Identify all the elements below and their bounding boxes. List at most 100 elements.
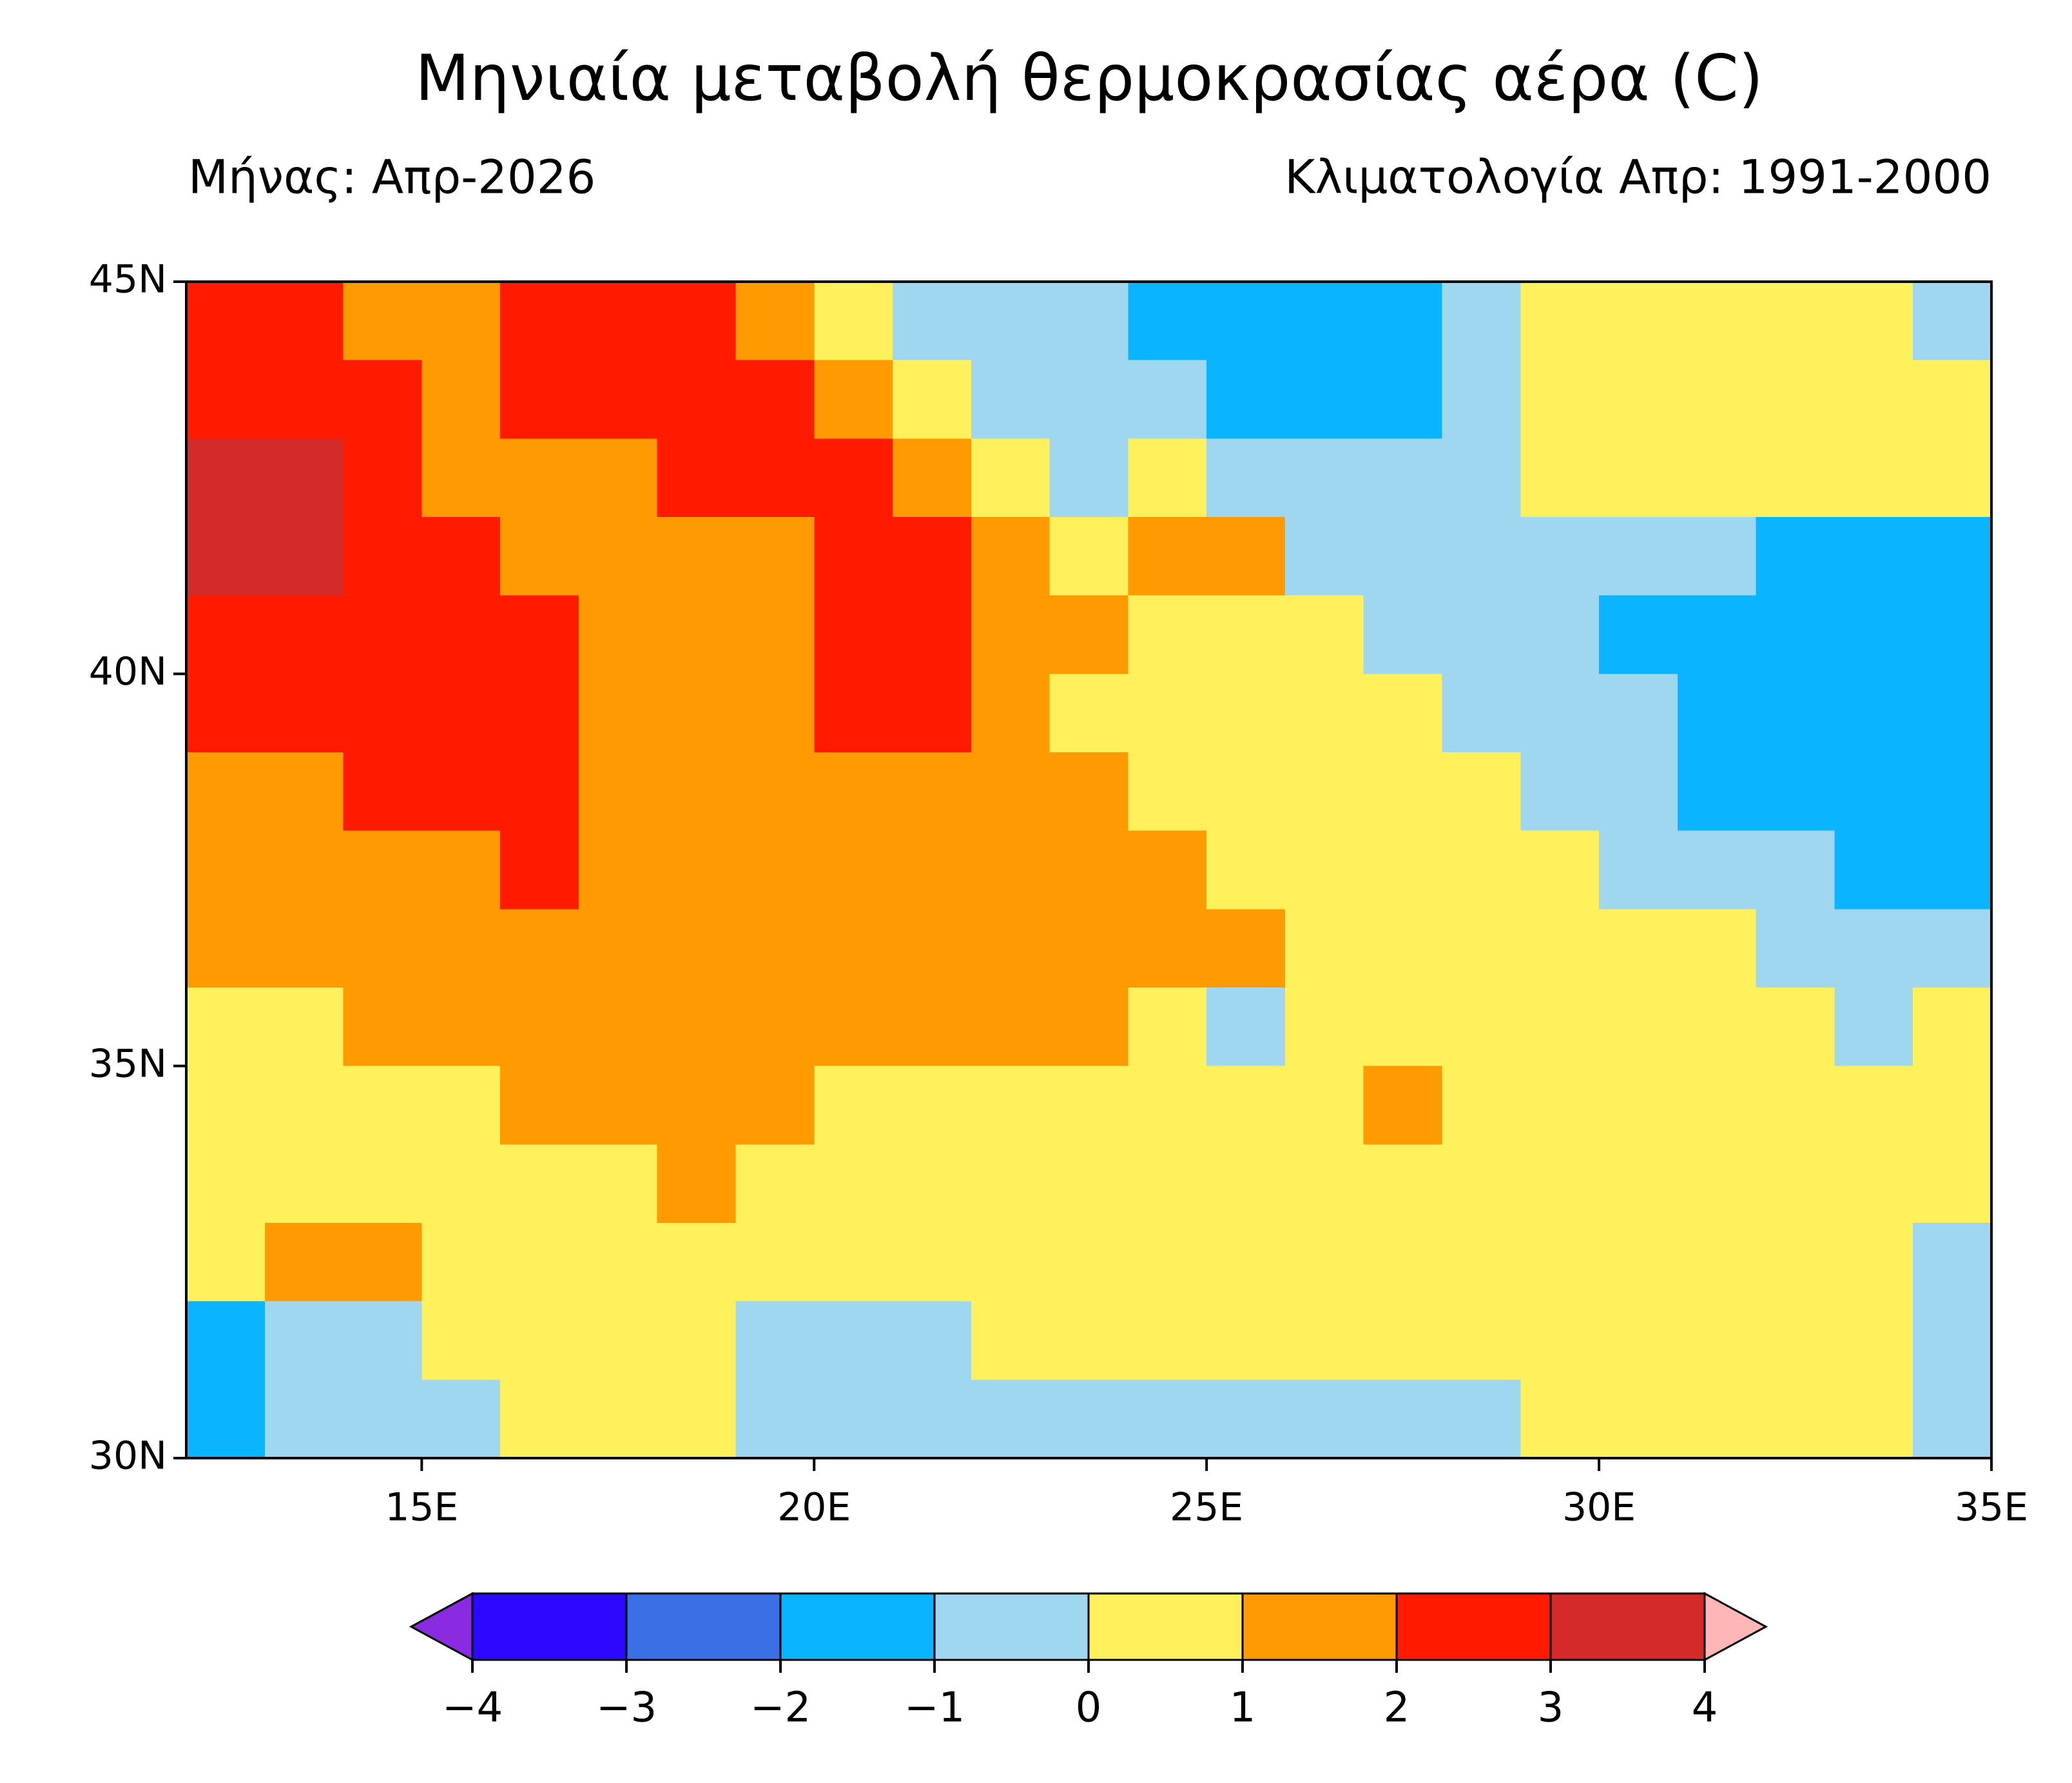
grid-cell: [578, 830, 658, 910]
grid-cell: [264, 282, 344, 361]
grid-cell: [500, 1223, 579, 1302]
grid-cell: [1834, 595, 1914, 675]
grid-cell: [1520, 674, 1600, 753]
grid-cell: [814, 1223, 893, 1302]
grid-cell: [1834, 752, 1914, 832]
colorbar-segment: [779, 1592, 936, 1661]
grid-cell: [1206, 595, 1286, 675]
grid-cell: [1913, 1066, 1992, 1145]
colorbar-under: [409, 1592, 474, 1662]
grid-cell: [264, 595, 344, 675]
grid-cell: [1442, 517, 1522, 596]
grid-cell: [814, 1301, 893, 1381]
grid-cell: [971, 1144, 1051, 1223]
grid-cell: [1520, 595, 1600, 675]
grid-cell: [1049, 909, 1129, 988]
grid-cell: [1834, 1379, 1914, 1459]
grid-cell: [1677, 830, 1757, 910]
grid-cell: [1128, 1066, 1207, 1145]
grid-cell: [578, 1379, 658, 1459]
grid-cell: [1520, 360, 1600, 440]
grid-cell: [343, 595, 423, 675]
grid-cell: [1520, 438, 1600, 518]
grid-cell: [735, 752, 815, 832]
grid-cell: [657, 1379, 737, 1459]
grid-cell: [1363, 1066, 1443, 1145]
grid-cell: [971, 360, 1051, 440]
grid-cell: [1756, 438, 1835, 518]
grid-cell: [264, 1223, 344, 1302]
grid-cell: [1834, 517, 1914, 596]
grid-cell: [578, 1223, 658, 1302]
grid-cell: [421, 909, 501, 988]
grid-cell: [1128, 1144, 1207, 1223]
grid-cell: [971, 595, 1051, 675]
grid-cell: [343, 988, 423, 1067]
grid-cell: [578, 909, 658, 988]
grid-cell: [657, 595, 737, 675]
grid-cell: [186, 1301, 266, 1381]
grid-cell: [971, 830, 1051, 910]
grid-cell: [1677, 1301, 1757, 1381]
colorbar-segment: [1549, 1592, 1706, 1661]
grid-cell: [500, 988, 579, 1067]
grid-cell: [1128, 909, 1207, 988]
grid-cell: [343, 674, 423, 753]
grid-cell: [1756, 360, 1835, 440]
grid-cell: [1520, 1144, 1600, 1223]
map-frame: [185, 280, 1993, 1459]
grid-cell: [1677, 988, 1757, 1067]
grid-cell: [1756, 1379, 1835, 1459]
grid-cell: [1599, 1301, 1678, 1381]
grid-cell: [1913, 674, 1992, 753]
colorbar-tick-label: −4: [442, 1684, 503, 1732]
grid-cell: [500, 1379, 579, 1459]
grid-cell: [657, 517, 737, 596]
grid-cell: [1442, 674, 1522, 753]
grid-cell: [893, 988, 972, 1067]
grid-cell: [264, 517, 344, 596]
grid-cell: [186, 752, 266, 832]
grid-cell: [735, 595, 815, 675]
grid-cell: [1677, 282, 1757, 361]
grid-cell: [264, 1066, 344, 1145]
grid-cell: [971, 752, 1051, 832]
grid-cell: [1756, 1301, 1835, 1381]
grid-cell: [1363, 517, 1443, 596]
grid-cell: [971, 438, 1051, 518]
grid-cell: [1756, 1223, 1835, 1302]
grid-cell: [578, 1301, 658, 1381]
grid-cell: [971, 1301, 1051, 1381]
grid-cell: [1756, 988, 1835, 1067]
grid-cell: [1520, 830, 1600, 910]
grid-cell: [500, 1144, 579, 1223]
grid-cell: [186, 282, 266, 361]
grid-cell: [1206, 1301, 1286, 1381]
grid-cell: [1834, 988, 1914, 1067]
grid-cell: [814, 517, 893, 596]
grid-cell: [186, 988, 266, 1067]
grid-cell: [343, 1144, 423, 1223]
grid-cell: [1442, 752, 1522, 832]
grid-cell: [1284, 1379, 1364, 1459]
grid-cell: [814, 438, 893, 518]
grid-cell: [1284, 1223, 1364, 1302]
grid-cell: [500, 1301, 579, 1381]
grid-cell: [657, 1066, 737, 1145]
grid-cell: [1049, 1301, 1129, 1381]
grid-cell: [1756, 282, 1835, 361]
grid-cell: [1520, 1379, 1600, 1459]
colorbar-segment: [625, 1592, 782, 1661]
grid-cell: [1677, 360, 1757, 440]
grid-cell: [1599, 674, 1678, 753]
grid-cell: [421, 988, 501, 1067]
grid-cell: [1284, 517, 1364, 596]
grid-cell: [735, 909, 815, 988]
grid-cell: [578, 1066, 658, 1145]
grid-cell: [814, 830, 893, 910]
grid-cell: [578, 752, 658, 832]
grid-cell: [893, 1379, 972, 1459]
grid-cell: [1520, 517, 1600, 596]
grid-cell: [500, 752, 579, 832]
subtitle-left: Μήνας: Απρ-2026: [188, 150, 595, 204]
